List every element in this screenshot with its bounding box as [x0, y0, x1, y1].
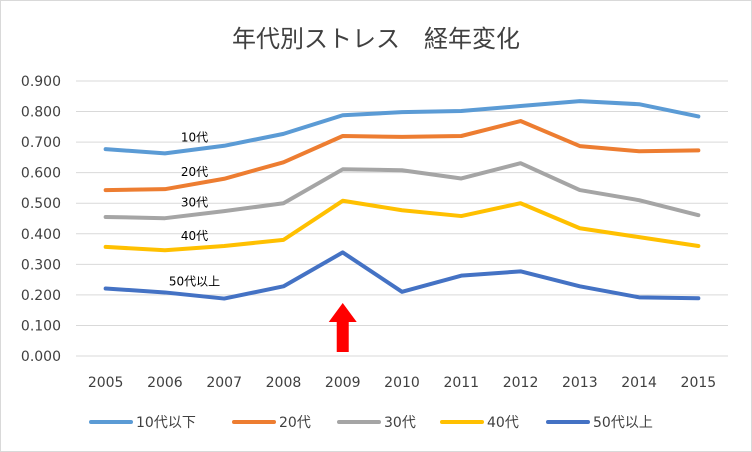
legend-item: 40代	[440, 415, 519, 431]
legend-item: 50代以上	[546, 415, 653, 431]
x-axis-tick-labels: 2005 2006 2007 2008 2009 2010 2011 2012 2013 2014…	[88, 375, 716, 391]
x-tick-label: 2011	[443, 375, 479, 391]
legend-label: 30代	[384, 415, 416, 431]
red-up-arrow-icon	[328, 303, 357, 352]
y-tick-label: 0.700	[21, 135, 61, 151]
y-tick-label: 0.600	[21, 166, 61, 182]
y-tick-label: 0.800	[21, 105, 61, 121]
inline-series-labels: 10代 20代 30代 40代 50代以上	[169, 131, 220, 289]
legend-item: 20代	[232, 415, 311, 431]
series-lines	[103, 99, 701, 301]
series-line	[103, 198, 701, 253]
legend-label: 40代	[487, 415, 519, 431]
series-line	[103, 250, 701, 301]
series-inline-label: 50代以上	[169, 275, 220, 289]
y-tick-label: 0.200	[21, 288, 61, 304]
legend-label: 10代以下	[136, 415, 196, 431]
x-tick-label: 2006	[147, 375, 183, 391]
y-tick-label: 0.300	[21, 257, 61, 273]
x-tick-label: 2015	[681, 375, 717, 391]
legend-label: 50代以上	[593, 415, 653, 431]
legend-label: 20代	[279, 415, 311, 431]
y-tick-label: 0.400	[21, 227, 61, 243]
y-tick-label: 0.000	[21, 349, 61, 365]
chart-title: 年代別ストレス 経年変化	[232, 25, 520, 53]
x-tick-label: 2008	[266, 375, 302, 391]
x-tick-label: 2013	[562, 375, 598, 391]
y-tick-label: 0.900	[21, 74, 61, 90]
x-tick-label: 2010	[384, 375, 420, 391]
series-inline-label: 20代	[181, 165, 208, 179]
series-inline-label: 30代	[181, 196, 208, 210]
x-tick-label: 2007	[206, 375, 242, 391]
series-line	[103, 119, 701, 193]
y-tick-label: 0.100	[21, 318, 61, 334]
legend-item: 30代	[337, 415, 416, 431]
x-tick-label: 2014	[621, 375, 657, 391]
y-tick-label: 0.500	[21, 196, 61, 212]
series-line	[103, 161, 701, 221]
x-tick-label: 2012	[503, 375, 539, 391]
x-tick-label: 2009	[325, 375, 361, 391]
y-axis-tick-labels: 0.000 0.100 0.200 0.300 0.400 0.500 0.600 0.700…	[21, 74, 61, 365]
legend: 10代以下 20代 30代 40代 50代以上	[89, 415, 653, 431]
series-line	[103, 99, 701, 156]
annotations	[328, 303, 357, 352]
legend-item: 10代以下	[89, 415, 196, 431]
series-inline-label: 10代	[181, 131, 208, 145]
x-tick-label: 2005	[88, 375, 124, 391]
series-inline-label: 40代	[181, 229, 208, 243]
